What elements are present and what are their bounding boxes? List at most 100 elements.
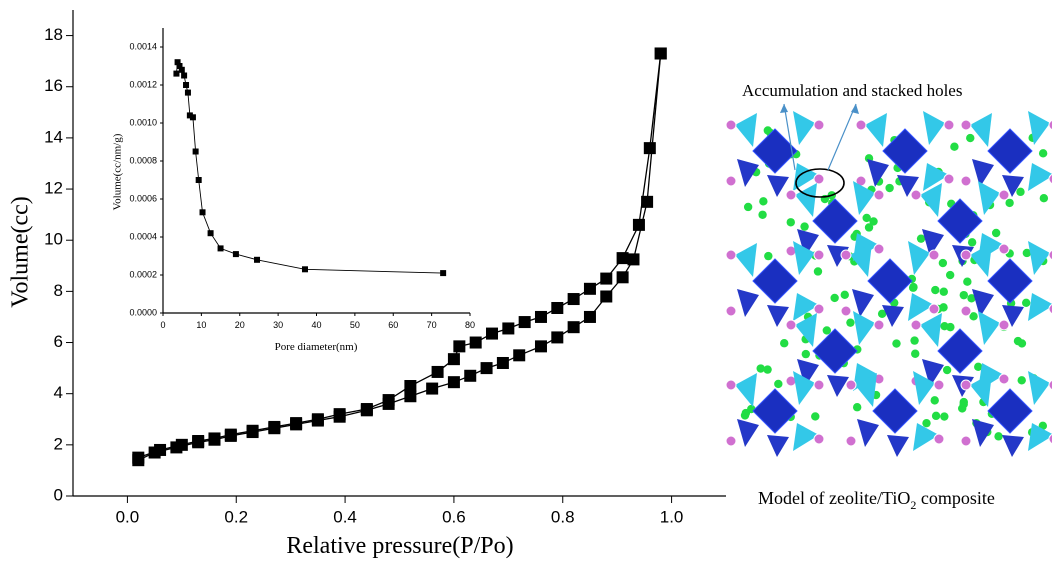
marker — [301, 266, 308, 273]
marker — [534, 340, 547, 353]
arrow — [827, 103, 857, 171]
tetrahedron — [1002, 305, 1024, 327]
green-dot — [830, 293, 839, 303]
marker — [208, 432, 221, 445]
marker — [431, 365, 444, 378]
y-tick-label: 0.0004 — [129, 231, 157, 241]
marker — [632, 218, 645, 231]
atom — [1048, 119, 1052, 131]
atom — [873, 189, 885, 201]
green-dot — [846, 318, 855, 327]
tetrahedron — [1028, 111, 1050, 145]
green-dot — [786, 218, 795, 227]
tetrahedron — [922, 229, 944, 257]
green-dot — [743, 202, 753, 212]
tetrahedron — [913, 423, 939, 451]
green-dot — [991, 228, 1001, 238]
green-dot — [759, 197, 768, 206]
green-dot — [1017, 376, 1026, 385]
tetrahedron — [855, 373, 877, 407]
tetrahedron — [1028, 241, 1050, 275]
marker — [199, 209, 206, 216]
x-tick-label: 20 — [235, 320, 245, 330]
marker — [176, 63, 183, 69]
y-tick-label: 12 — [44, 179, 63, 198]
tetrahedron — [767, 175, 789, 197]
octahedron — [872, 388, 918, 434]
atom — [785, 319, 797, 331]
y-axis-title: Volume(cc/nm/g) — [112, 133, 124, 210]
green-dot — [862, 213, 871, 223]
tetrahedron — [922, 359, 944, 387]
octahedron — [752, 128, 798, 174]
green-dot — [763, 365, 772, 374]
tetrahedron — [920, 313, 942, 347]
octahedron — [867, 258, 913, 304]
marker — [404, 380, 417, 393]
marker — [440, 270, 447, 277]
atom — [910, 189, 922, 201]
y-tick-label: 8 — [54, 281, 63, 300]
green-dot — [756, 364, 765, 373]
tetrahedron — [737, 159, 759, 187]
marker — [192, 148, 199, 155]
green-dot — [938, 258, 948, 268]
marker — [469, 336, 482, 349]
y-tick-label: 0.0000 — [129, 307, 157, 317]
marker — [627, 253, 640, 266]
green-dot — [811, 412, 820, 421]
marker — [464, 369, 477, 382]
tetrahedron — [857, 419, 879, 447]
x-tick-label: 0.0 — [116, 507, 140, 526]
marker — [404, 390, 417, 403]
caption-subscript: 2 — [910, 498, 916, 512]
atom — [960, 119, 972, 131]
tetrahedron — [978, 311, 1000, 345]
tetrahedron — [1028, 423, 1052, 451]
green-dot — [950, 142, 959, 151]
octahedron — [812, 328, 858, 374]
atom — [725, 249, 737, 261]
green-dot — [764, 251, 773, 261]
atom — [943, 173, 955, 185]
marker — [453, 340, 466, 353]
atom — [960, 379, 972, 391]
green-dot — [969, 312, 978, 321]
series-line — [138, 53, 662, 461]
x-tick-label: 30 — [273, 320, 283, 330]
tetrahedron — [1028, 293, 1052, 321]
x-tick-label: 40 — [311, 320, 321, 330]
atom — [725, 119, 737, 131]
green-dot — [758, 210, 767, 219]
tetrahedron — [978, 181, 1000, 215]
green-dot — [942, 365, 952, 375]
x-tick-label: 1.0 — [660, 507, 684, 526]
atom — [933, 379, 945, 391]
atom — [840, 249, 852, 261]
tetrahedron — [852, 289, 874, 317]
marker — [551, 301, 564, 314]
atom — [873, 319, 885, 331]
atom — [845, 379, 857, 391]
atom — [785, 189, 797, 201]
marker — [382, 394, 395, 407]
atom — [813, 303, 825, 315]
marker — [173, 70, 180, 77]
tetrahedron — [767, 435, 789, 457]
marker — [195, 177, 202, 183]
tetrahedron — [923, 111, 945, 145]
x-tick-label: 0.4 — [333, 507, 357, 526]
tetrahedron — [972, 419, 994, 447]
atom — [998, 243, 1010, 255]
octahedron — [812, 198, 858, 244]
y-tick-label: 4 — [54, 383, 63, 402]
tetrahedron — [972, 159, 994, 187]
green-dot — [1021, 298, 1031, 307]
tetrahedron — [923, 163, 949, 191]
marker — [186, 112, 193, 119]
marker — [600, 290, 613, 303]
tetrahedron — [793, 163, 819, 191]
green-dot — [959, 290, 969, 300]
marker — [643, 142, 656, 155]
